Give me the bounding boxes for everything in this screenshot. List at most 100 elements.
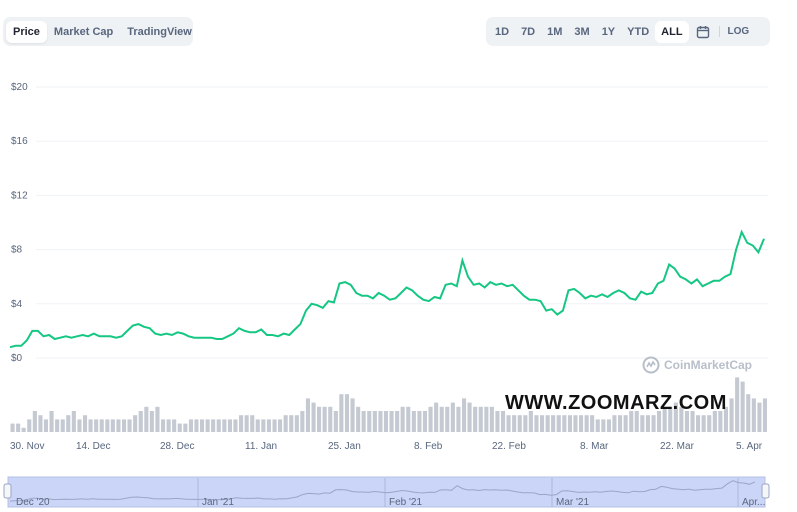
tab-price[interactable]: Price <box>6 20 47 43</box>
volume-bar <box>618 415 623 432</box>
volume-bar <box>567 415 572 432</box>
y-tick-label: $16 <box>11 136 28 147</box>
volume-bar <box>361 411 366 432</box>
navigator-left-handle[interactable] <box>3 483 12 499</box>
volume-bar <box>417 411 422 432</box>
range-1m[interactable]: 1M <box>547 25 563 38</box>
volume-bar <box>10 423 15 432</box>
range-ytd[interactable]: YTD <box>627 25 650 38</box>
volume-bar <box>261 419 266 432</box>
volume-bar <box>60 419 65 432</box>
volume-bar <box>188 419 193 432</box>
y-tick-label: $4 <box>11 299 23 310</box>
x-tick-label: 14. Dec <box>76 441 110 452</box>
volume-bar <box>606 419 611 432</box>
volume-bar <box>467 402 472 432</box>
x-tick-label: 22. Feb <box>492 441 526 452</box>
volume-bar <box>144 406 149 432</box>
volume-bar <box>473 406 478 432</box>
volume-bar <box>501 411 506 432</box>
volume-bar <box>707 415 712 432</box>
volume-bar <box>66 415 71 432</box>
volume-bar <box>389 411 394 432</box>
volume-bar <box>239 415 244 432</box>
range-3m[interactable]: 3M <box>574 25 590 38</box>
navigator-line <box>9 480 756 502</box>
volume-bar <box>701 415 706 432</box>
volume-bar <box>523 415 528 432</box>
volume-bar <box>322 406 327 432</box>
volume-bar <box>662 406 667 432</box>
volume-bar <box>601 419 606 432</box>
navigator-window[interactable] <box>7 476 766 508</box>
y-tick-label: $12 <box>11 190 28 201</box>
volume-bar <box>43 419 48 432</box>
volume-bar <box>55 419 60 432</box>
volume-bar <box>406 406 411 432</box>
volume-bar <box>434 402 439 432</box>
calendar-icon[interactable] <box>689 21 717 43</box>
chart-type-tabs: Price Market Cap TradingView <box>3 17 193 46</box>
volume-bar <box>696 415 701 432</box>
volume-bar <box>629 411 634 432</box>
volume-bar <box>378 411 383 432</box>
volume-bar <box>740 381 745 432</box>
volume-bar <box>172 419 177 432</box>
volume-bar <box>127 419 132 432</box>
volume-bar <box>317 406 322 432</box>
volume-bar <box>462 398 467 432</box>
volume-bar <box>735 377 740 432</box>
navigator-label: Jan '21 <box>202 497 234 508</box>
volume-bar <box>684 411 689 432</box>
volume-bar <box>395 411 400 432</box>
tab-market-cap[interactable]: Market Cap <box>53 25 114 38</box>
volume-bar <box>367 411 372 432</box>
volume-bar <box>679 406 684 432</box>
time-range-selector: 1D 7D 1M 3M 1Y YTD ALL LOG <box>486 17 770 46</box>
y-tick-label: $20 <box>11 82 28 93</box>
volume-bar <box>32 411 37 432</box>
volume-bar <box>272 419 277 432</box>
coinmarketcap-logo-icon <box>642 356 660 374</box>
volume-bar <box>400 406 405 432</box>
volume-bar <box>540 415 545 432</box>
volume-bar <box>99 419 104 432</box>
tab-tradingview[interactable]: TradingView <box>127 25 192 38</box>
volume-bar <box>233 419 238 432</box>
range-buttons: 1D 7D 1M 3M 1Y YTD ALL <box>489 20 689 43</box>
volume-bar <box>122 419 127 432</box>
range-1y[interactable]: 1Y <box>601 25 616 38</box>
navigator-label: Feb '21 <box>389 497 422 508</box>
volume-bar <box>489 406 494 432</box>
volume-bar <box>105 419 110 432</box>
volume-bar <box>305 398 310 432</box>
volume-bar <box>183 423 188 432</box>
volume-bar <box>38 415 43 432</box>
range-1d[interactable]: 1D <box>495 25 510 38</box>
log-scale-toggle[interactable]: LOG <box>718 26 749 37</box>
coinmarketcap-brand: CoinMarketCap <box>642 356 752 374</box>
navigator-label: Apr... <box>742 497 765 508</box>
volume-bar <box>556 415 561 432</box>
range-all[interactable]: ALL <box>655 20 689 43</box>
volume-bar <box>211 419 216 432</box>
navigator-right-handle[interactable] <box>761 483 770 499</box>
volume-bar <box>495 411 500 432</box>
volume-bar <box>651 415 656 432</box>
volume-bar <box>590 415 595 432</box>
volume-bar <box>545 415 550 432</box>
price-line <box>9 229 765 349</box>
range-navigator[interactable]: Dec '20 Jan '21 Feb '21 Mar '21 Apr... <box>3 476 770 508</box>
volume-bar <box>166 419 171 432</box>
volume-bar <box>227 419 232 432</box>
watermark-text: WWW.ZOOMARZ.COM <box>505 392 727 414</box>
volume-bar <box>278 419 283 432</box>
volume-bar <box>718 411 723 432</box>
volume-bar <box>138 411 143 432</box>
volume-bar <box>562 415 567 432</box>
volume-bar <box>746 394 751 432</box>
volume-bar <box>344 394 349 432</box>
volume-bar <box>356 406 361 432</box>
range-7d[interactable]: 7D <box>521 25 536 38</box>
